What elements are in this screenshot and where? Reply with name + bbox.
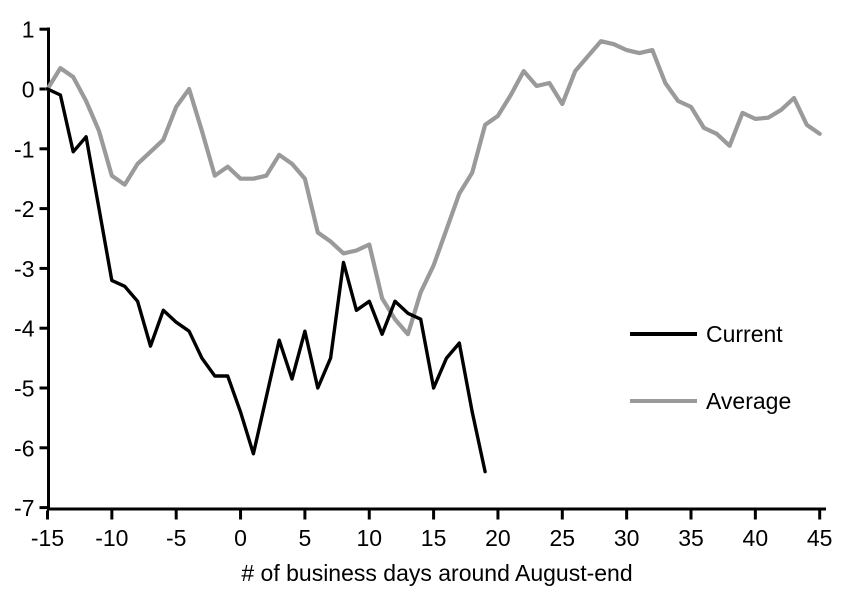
x-tick-label: 30	[614, 525, 640, 551]
legend-label-current: Current	[706, 320, 783, 347]
x-tick-label: 10	[356, 525, 382, 551]
y-tick-label: -2	[14, 196, 34, 222]
y-tick-label: -7	[14, 495, 34, 521]
y-tick-label: -3	[14, 256, 34, 282]
x-tick-label: 25	[550, 525, 576, 551]
legend: Current Average	[630, 320, 840, 422]
legend-item-average: Average	[630, 387, 792, 414]
legend-swatch-average	[630, 398, 697, 404]
x-tick-label: -15	[31, 525, 64, 551]
x-tick-label: 35	[678, 525, 704, 551]
x-axis-title: # of business days around August-end	[241, 560, 633, 586]
legend-swatch-current	[630, 332, 697, 336]
y-tick-label: 1	[22, 17, 35, 43]
y-tick-label: -5	[14, 376, 34, 402]
y-tick-label: 0	[22, 77, 35, 103]
legend-item-current: Current	[630, 320, 783, 347]
y-tick-label: -4	[14, 316, 35, 342]
y-tick-label: -1	[14, 136, 34, 162]
x-tick-label: 5	[299, 525, 312, 551]
x-tick-label: 40	[743, 525, 769, 551]
legend-label-average: Average	[706, 387, 792, 414]
average-line	[45, 39, 822, 337]
current-line	[45, 87, 487, 474]
x-tick-label: 45	[807, 525, 833, 551]
x-tick-label: -5	[166, 525, 186, 551]
x-tick-label: 20	[485, 525, 511, 551]
x-tick-label: 0	[234, 525, 247, 551]
x-tick-label: 15	[421, 525, 447, 551]
x-tick-label: -10	[95, 525, 128, 551]
y-tick-label: -6	[14, 435, 34, 461]
